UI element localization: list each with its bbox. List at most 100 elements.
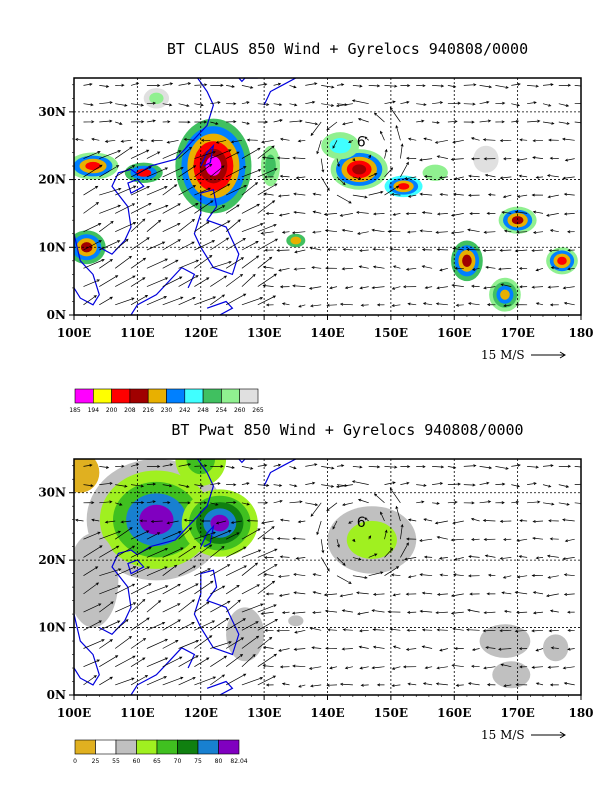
wind-vector [178,103,190,108]
wind-vector [452,139,464,144]
wind-vector [450,538,464,542]
wind-vector [503,684,512,688]
wind-vector [392,213,401,216]
wind-vector [400,161,409,178]
wind-vector [542,83,554,87]
wind-vector [130,166,152,178]
wind-vector [360,683,369,687]
wind-vector [447,85,457,89]
wind-vector [162,82,174,86]
wind-vector [391,684,401,688]
reference-vector-label: 15 M/S [481,348,525,362]
wind-vector [99,620,121,631]
colorbar-label: 70 [174,758,182,765]
wind-vector [309,626,322,631]
wind-vector [226,466,235,469]
wind-vector [352,465,363,469]
wind-vector [546,554,559,558]
wind-vector [246,138,258,142]
wind-vector [454,646,464,651]
wind-vector [326,683,338,687]
wind-vector [210,655,228,667]
wind-vector [289,85,297,89]
wind-vector [263,175,274,179]
wind-vector [532,156,544,160]
wind-vector [339,302,353,306]
wind-vector [483,157,496,161]
wind-vector [278,593,290,597]
wind-vector [463,83,477,87]
wind-vector [183,137,195,141]
wind-vector [257,619,279,631]
wind-vector [574,103,581,105]
wind-vector [336,83,345,87]
wind-vector [257,273,278,287]
wind-vector [83,639,105,649]
wind-vector [439,267,448,272]
wind-vector [241,255,260,269]
wind-vector [435,302,448,306]
wind-vector [210,546,225,558]
wind-vector [516,610,528,615]
wind-vector [225,293,247,306]
wind-vector [289,119,303,123]
wind-vector [210,275,228,287]
wind-vector [434,520,448,525]
wind-vector [114,255,133,269]
wind-vector [194,221,210,232]
colorbar-label: 242 [179,407,191,414]
wind-vector [451,283,464,287]
x-tick-label: 110E [120,706,154,720]
wind-vector [146,621,166,631]
wind-vector [336,176,346,186]
wind-vector [372,628,385,632]
wind-vector [432,481,444,485]
wind-vector [468,574,480,578]
wind-vector [424,666,433,670]
wind-vector [83,659,101,668]
wind-vector [563,301,575,306]
wind-vector [276,156,290,160]
wind-vector [178,146,193,159]
wind-vector [547,575,559,579]
wind-vector [115,103,128,107]
wind-vector [341,647,353,651]
wind-vector [467,682,480,686]
wind-vector [450,611,464,615]
wind-vector [316,520,322,536]
wind-vector [498,647,512,651]
wind-vector [83,103,94,107]
wind-vector [463,501,475,505]
wind-vector [225,673,247,686]
wind-vector [451,663,464,668]
wind-vector [257,168,278,178]
wind-vector [241,562,259,576]
wind-vector [535,302,544,306]
colorbar-label: 194 [88,407,100,414]
wind-vector [146,547,169,558]
wind-vector [567,248,575,252]
wind-vector [162,463,174,467]
wind-vector [356,591,369,595]
wind-vector [257,82,268,86]
wind-vector [514,629,528,633]
wind-vector [83,258,105,269]
wind-vector [326,121,338,131]
wind-vector [130,583,152,595]
wind-vector [563,592,575,596]
wind-vector [194,568,211,577]
wind-vector [500,283,512,287]
wind-vector [178,655,199,668]
wind-vector [162,501,171,505]
wind-vector [276,629,290,633]
wind-vector [373,112,385,123]
wind-vector [225,219,241,232]
wind-vector [371,666,385,670]
wind-vector [535,556,544,560]
wind-vector [527,500,541,504]
coastline [270,314,296,315]
wind-vector [519,665,528,669]
wind-vector [372,247,385,251]
wind-vector [432,121,440,125]
wind-vector [421,628,433,632]
